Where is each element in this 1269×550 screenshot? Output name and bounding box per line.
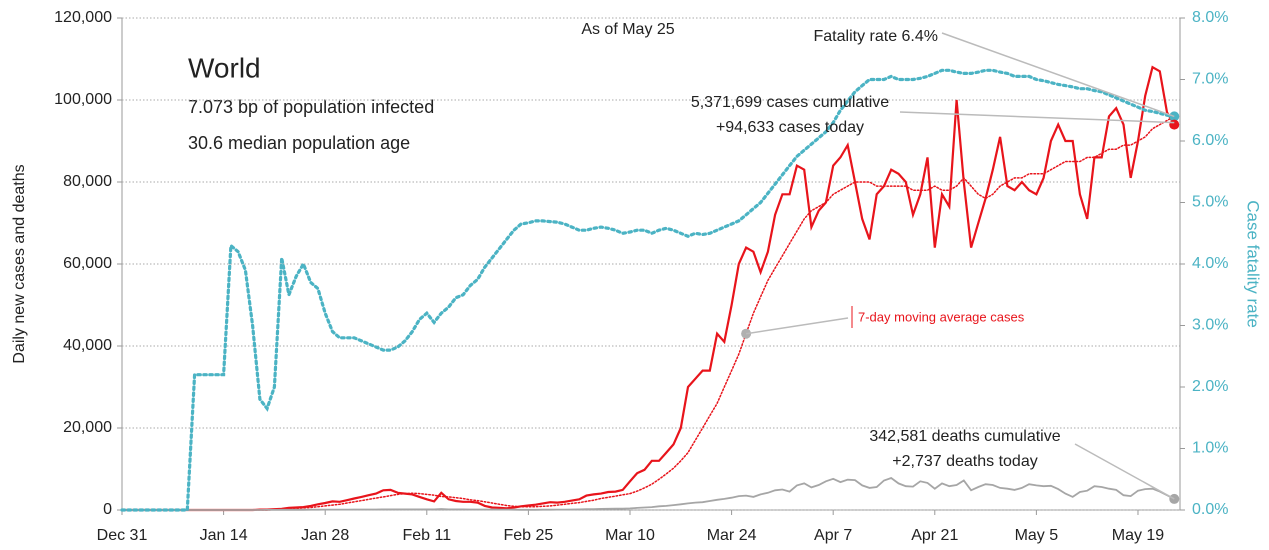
annotation: +2,737 deaths today bbox=[892, 453, 1037, 470]
y-tick-label: 120,000 bbox=[54, 9, 112, 26]
x-tick-label: May 19 bbox=[1112, 527, 1165, 544]
subtitle: 7.073 bp of population infected bbox=[188, 97, 434, 117]
x-tick-label: Dec 31 bbox=[97, 527, 148, 544]
x-tick-label: Mar 10 bbox=[605, 527, 655, 544]
y2-tick-label: 2.0% bbox=[1192, 378, 1228, 395]
y2-tick-label: 3.0% bbox=[1192, 317, 1228, 334]
x-tick-label: Feb 11 bbox=[402, 527, 451, 544]
y2-tick-label: 8.0% bbox=[1192, 9, 1228, 26]
x-tick-label: Feb 25 bbox=[503, 527, 553, 544]
end-marker bbox=[1169, 119, 1180, 130]
y-tick-label: 80,000 bbox=[63, 173, 112, 190]
x-tick-label: Jan 28 bbox=[301, 527, 349, 544]
y-tick-label: 100,000 bbox=[54, 91, 112, 108]
y2-tick-label: 7.0% bbox=[1192, 71, 1228, 88]
leader-line bbox=[745, 317, 849, 335]
x-tick-label: Apr 21 bbox=[911, 527, 958, 544]
x-tick-label: Apr 7 bbox=[814, 527, 852, 544]
series-line bbox=[120, 65, 1176, 512]
y2-axis-label: Case fatality rate bbox=[1244, 200, 1263, 328]
date-note: As of May 25 bbox=[581, 21, 674, 38]
y-tick-label: 40,000 bbox=[63, 337, 112, 354]
y-axis-label: Daily new cases and deaths bbox=[11, 164, 28, 363]
annotation: 7-day moving average cases bbox=[858, 309, 1025, 324]
leader-line bbox=[941, 32, 1175, 118]
y-tick-label: 60,000 bbox=[63, 255, 112, 272]
chart-title: World bbox=[188, 52, 261, 83]
y2-tick-label: 5.0% bbox=[1192, 194, 1228, 211]
x-tick-label: Jan 14 bbox=[200, 527, 248, 544]
series-line bbox=[121, 476, 1176, 511]
annotation: Fatality rate 6.4% bbox=[814, 28, 939, 45]
annotation: 342,581 deaths cumulative bbox=[869, 428, 1060, 445]
y-tick-label: 20,000 bbox=[63, 419, 112, 436]
y2-tick-label: 6.0% bbox=[1192, 132, 1228, 149]
series-line bbox=[121, 115, 1176, 511]
x-tick-label: Mar 24 bbox=[707, 527, 757, 544]
leader-line bbox=[1074, 443, 1175, 500]
y2-tick-label: 1.0% bbox=[1192, 440, 1228, 457]
y-tick-label: 0 bbox=[103, 501, 112, 518]
y2-tick-label: 4.0% bbox=[1192, 255, 1228, 272]
y2-tick-label: 0.0% bbox=[1192, 501, 1228, 518]
series-line bbox=[120, 68, 1176, 512]
subtitle: 30.6 median population age bbox=[188, 133, 410, 153]
leader-line bbox=[899, 111, 1175, 124]
annotation: +94,633 cases today bbox=[716, 119, 864, 136]
annotation: 5,371,699 cases cumulative bbox=[691, 94, 889, 111]
x-tick-label: May 5 bbox=[1015, 527, 1059, 544]
